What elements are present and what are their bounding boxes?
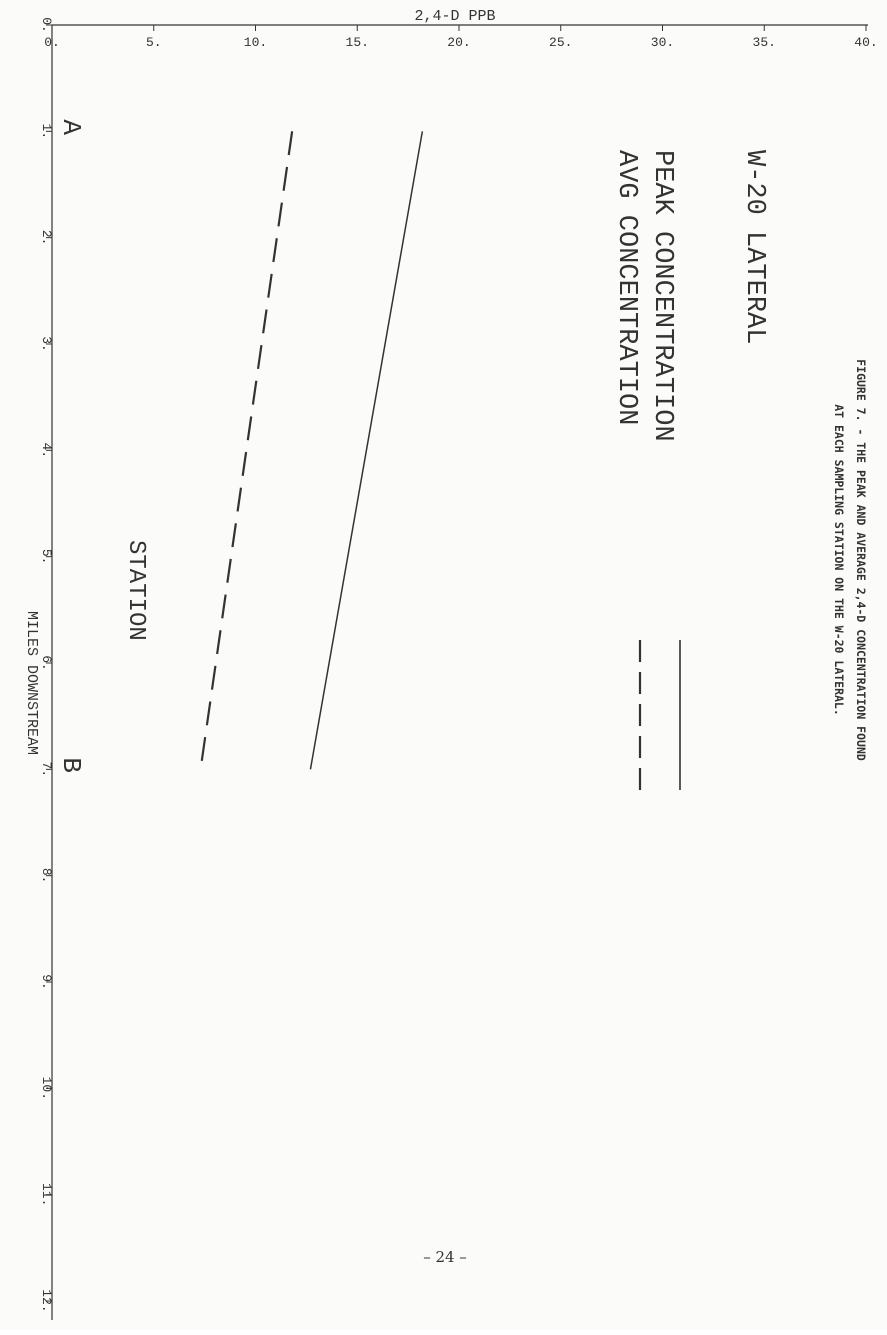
ppb-tick-label: 5.	[146, 35, 162, 50]
miles-tick-label: 9.	[39, 974, 54, 990]
series-avg-line	[201, 131, 293, 769]
miles-tick-label: 2.	[39, 230, 54, 246]
page-number: – 24 –	[423, 1248, 467, 1266]
miles-tick-label: 7.	[39, 762, 54, 778]
series	[201, 131, 423, 769]
miles-tick-label: 4.	[39, 443, 54, 459]
legend-label-avg: AVG CONCENTRATION	[611, 150, 641, 425]
miles-tick-label: 3.	[39, 336, 54, 352]
ppb-tick-label: 35.	[753, 35, 776, 50]
station-marker-b: B	[56, 757, 86, 773]
station-label: STATION	[122, 540, 149, 641]
miles-tick-label: 11.	[39, 1183, 54, 1206]
ppb-tick-label: 25.	[549, 35, 572, 50]
miles-tick-label: 12.	[39, 1289, 54, 1312]
station-markers: AB	[56, 119, 86, 773]
miles-tick-label: 6.	[39, 655, 54, 671]
series-peak-line	[310, 131, 422, 769]
miles-axis-label: MILES DOWNSTREAM	[23, 611, 40, 755]
chart-title: W-20 LATERAL	[739, 150, 769, 344]
miles-tick-label: 10.	[39, 1077, 54, 1100]
station-marker-a: A	[56, 119, 86, 135]
miles-tick-label: 1.	[39, 124, 54, 140]
ppb-tick-label: 15.	[346, 35, 369, 50]
legend: PEAK CONCENTRATION AVG CONCENTRATION	[611, 150, 680, 790]
miles-tick-label: 8.	[39, 868, 54, 884]
value-axis-label: 2,4-D PPB	[414, 8, 495, 25]
ppb-tick-label: 20.	[447, 35, 470, 50]
ppb-tick-label: 30.	[651, 35, 674, 50]
legend-label-peak: PEAK CONCENTRATION	[647, 150, 677, 442]
ppb-tick-label: 0.	[44, 35, 60, 50]
caption-line-1: FIGURE 7. - THE PEAK AND AVERAGE 2,4-D C…	[854, 359, 868, 761]
ppb-tick-label: 10.	[244, 35, 267, 50]
miles-tick-label: 0.	[39, 17, 54, 33]
caption: FIGURE 7. - THE PEAK AND AVERAGE 2,4-D C…	[832, 359, 868, 761]
caption-line-2: AT EACH SAMPLING STATION ON THE W-20 LAT…	[832, 404, 846, 716]
miles-tick-label: 5.	[39, 549, 54, 565]
ppb-tick-label: 40.	[854, 35, 877, 50]
